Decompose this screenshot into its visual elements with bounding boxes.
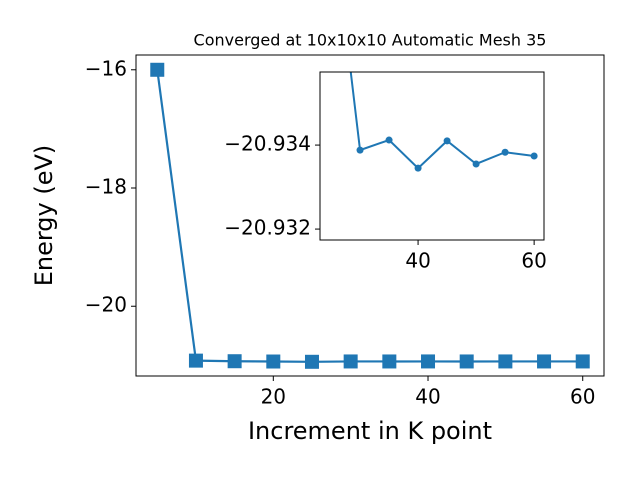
x-tick-label: 60 [521, 249, 546, 273]
marker [150, 62, 165, 77]
marker [343, 354, 358, 369]
series-line [349, 72, 535, 170]
marker [575, 354, 590, 369]
marker [537, 354, 552, 369]
y-tick-label: −16 [85, 56, 127, 80]
axes-frame [319, 71, 545, 241]
axes-frame [135, 54, 605, 377]
marker [530, 152, 538, 160]
chart-title: Converged at 10x10x10 Automatic Mesh 35 [194, 31, 547, 50]
y-axis-label: Energy (eV) [30, 145, 58, 287]
marker [459, 354, 474, 369]
marker [266, 354, 281, 369]
series-group [349, 72, 538, 172]
x-tick-label: 40 [405, 249, 430, 273]
y-tick-label: −20.932 [224, 216, 311, 240]
y-tick-label: −20 [85, 293, 127, 317]
marker [382, 354, 397, 369]
marker [501, 148, 509, 156]
marker [385, 136, 393, 144]
marker [356, 146, 364, 154]
series-group [150, 62, 590, 369]
x-tick-label: 20 [261, 385, 286, 409]
marker [472, 160, 480, 168]
marker [304, 354, 319, 369]
marker [188, 353, 203, 368]
x-axis-label: Increment in K point [248, 417, 492, 445]
marker [421, 354, 436, 369]
marker [227, 354, 242, 369]
marker [443, 137, 451, 145]
y-tick-label: −20.934 [224, 132, 311, 156]
x-tick-label: 40 [415, 385, 440, 409]
x-tick-label: 60 [570, 385, 595, 409]
marker [498, 354, 513, 369]
marker [414, 164, 422, 172]
y-tick-label: −18 [85, 175, 127, 199]
